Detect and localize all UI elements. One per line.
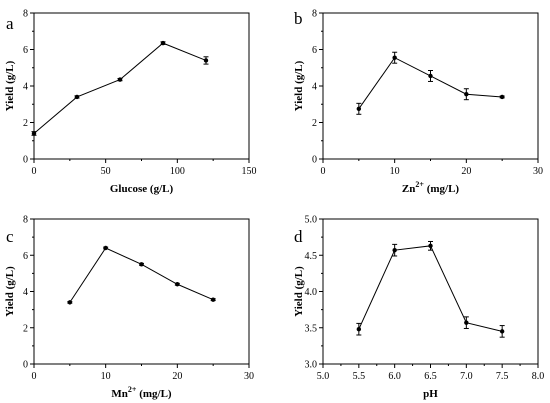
x-tick-label: 6.5 xyxy=(424,371,437,382)
x-tick-label: 7.5 xyxy=(496,371,509,382)
series-line xyxy=(358,245,503,332)
data-point xyxy=(428,243,433,249)
x-tick-label: 8.0 xyxy=(532,371,545,382)
y-tick-label: 0 xyxy=(312,155,317,166)
data-point xyxy=(160,40,166,46)
y-tick-label: 4 xyxy=(312,82,317,93)
y-tick-label: 8 xyxy=(312,9,317,20)
y-tick-label: 4.0 xyxy=(305,287,318,298)
y-tick-label: 6 xyxy=(23,45,28,56)
series-line xyxy=(358,57,503,110)
data-point xyxy=(67,300,73,305)
data-point xyxy=(139,262,144,267)
x-tick-label: 5.0 xyxy=(317,371,330,382)
x-tick-label: 0 xyxy=(32,371,37,382)
series-line xyxy=(69,247,214,303)
data-point xyxy=(499,94,505,100)
y-tick-label: 6 xyxy=(312,45,317,56)
y-tick-label: 3.5 xyxy=(305,323,318,334)
y-tick-label: 4 xyxy=(23,82,28,93)
panel-letter: c xyxy=(6,227,14,246)
data-point xyxy=(103,245,108,251)
y-tick-label: 4 xyxy=(23,287,28,298)
data-point xyxy=(464,320,469,325)
x-axis-label: Glucose (g/L) xyxy=(110,183,174,195)
plot-frame xyxy=(322,218,539,365)
chart-panel-a: a 0 50 100 150 0 2 4 6 8 Glucose (g/L) Yield (g/L) xyxy=(4,9,257,196)
panel-letter: d xyxy=(294,227,303,246)
y-axis-label: Yield (g/L) xyxy=(293,60,305,111)
x-axis-label: Mn2+ (mg/L) xyxy=(111,385,172,400)
x-tick-label: 6.0 xyxy=(388,371,401,382)
data-point xyxy=(464,92,469,97)
chart-panel-c: c 0 10 20 30 0 2 4 6 8 Mn2+ (mg/L) Yield (g/L) xyxy=(4,215,254,401)
y-axis-label: Yield (g/L) xyxy=(4,266,16,317)
data-point xyxy=(392,247,397,253)
data-point xyxy=(392,55,397,60)
y-axis-label: Yield (g/L) xyxy=(4,60,16,111)
y-tick-label: 2 xyxy=(23,323,28,334)
data-point xyxy=(31,131,37,136)
x-tick-label: 7.0 xyxy=(460,371,473,382)
panel-letter: a xyxy=(6,14,14,33)
x-tick-label: 30 xyxy=(244,371,254,382)
series-line xyxy=(33,42,207,134)
x-tick-label: 150 xyxy=(242,166,257,177)
x-tick-label: 50 xyxy=(101,166,111,177)
y-tick-label: 0 xyxy=(23,360,28,371)
x-tick-label: 30 xyxy=(533,166,543,177)
y-tick-label: 2 xyxy=(23,118,28,129)
data-point xyxy=(210,297,216,302)
x-tick-label: 100 xyxy=(170,166,185,177)
data-point xyxy=(74,94,80,100)
data-point xyxy=(499,329,505,334)
y-tick-label: 0 xyxy=(23,155,28,166)
x-tick-label: 0 xyxy=(321,166,326,177)
plot-frame xyxy=(322,12,539,160)
y-axis-label: Yield (g/L) xyxy=(293,266,305,317)
plot-frame xyxy=(33,12,250,160)
x-tick-label: 0 xyxy=(32,166,37,177)
x-axis-label: pH xyxy=(423,388,438,400)
x-tick-label: 5.5 xyxy=(353,371,366,382)
x-tick-label: 10 xyxy=(390,166,400,177)
data-point xyxy=(428,73,433,79)
data-point xyxy=(356,327,362,332)
y-tick-label: 5.0 xyxy=(305,215,318,226)
data-point xyxy=(175,282,180,287)
y-tick-label: 3.0 xyxy=(305,360,318,371)
x-tick-label: 10 xyxy=(101,371,111,382)
chart-panel-d: d5.0 5.5 6.0 6.5 7.0 7.5 8.03.03.54.04.55.0pHY… xyxy=(293,215,544,401)
x-tick-label: 20 xyxy=(172,371,182,382)
y-tick-label: 8 xyxy=(23,215,28,226)
y-tick-label: 4.5 xyxy=(305,251,318,262)
x-tick-label: 20 xyxy=(461,166,471,177)
chart-panel-b: b 0 10 20 30 0 2 4 6 8 Zn2+ (mg/L) Yield (g/L) xyxy=(293,9,543,196)
data-point xyxy=(356,106,362,112)
y-tick-label: 6 xyxy=(23,251,28,262)
x-axis-label: Zn2+ (mg/L) xyxy=(402,180,460,195)
data-point xyxy=(203,58,209,63)
panel-letter: b xyxy=(294,9,303,28)
data-point xyxy=(117,77,123,82)
plot-frame xyxy=(33,218,250,365)
y-tick-label: 2 xyxy=(312,118,317,129)
y-tick-label: 8 xyxy=(23,9,28,20)
